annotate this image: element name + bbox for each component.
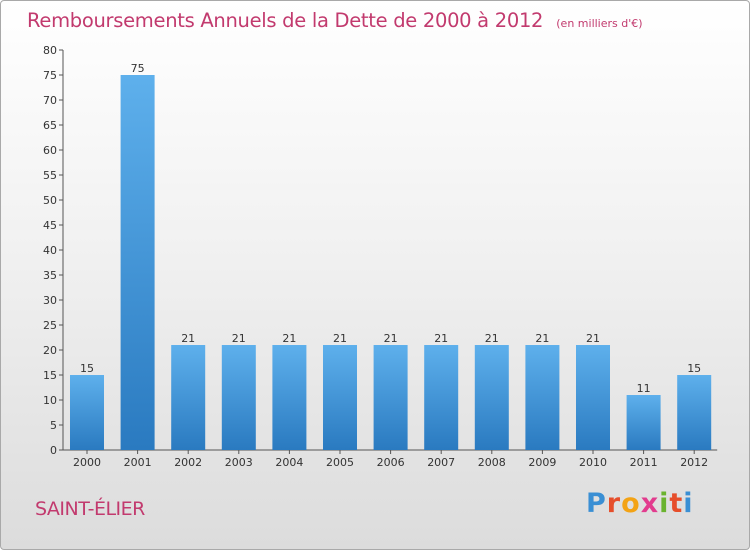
data-label: 21: [282, 332, 296, 345]
logo-letter: t: [669, 488, 684, 519]
data-label: 21: [586, 332, 600, 345]
bar: [171, 345, 206, 450]
y-tick-label: 60: [43, 144, 57, 157]
data-label: 21: [333, 332, 347, 345]
y-tick-label: 10: [43, 394, 57, 407]
data-label: 11: [637, 382, 651, 395]
chart-title: Remboursements Annuels de la Dette de 20…: [27, 9, 544, 32]
y-tick-label: 35: [43, 269, 57, 282]
y-tick-label: 75: [43, 69, 57, 82]
bar: [373, 345, 408, 450]
x-tick-label: 2007: [427, 456, 455, 469]
labels: 2000 15 2001 75 2002 21 2003 21 2004 21 2005 21 2006…: [73, 62, 708, 469]
title-block: Remboursements Annuels de la Dette de 20…: [27, 9, 643, 32]
data-label: 21: [181, 332, 195, 345]
data-label: 21: [485, 332, 499, 345]
place-name: SAINT-ÉLIER: [35, 498, 145, 520]
bar: [424, 345, 459, 450]
x-tick-label: 2010: [579, 456, 607, 469]
logo-letter: i: [683, 488, 694, 519]
y-tick-label: 15: [43, 369, 57, 382]
y-tick-label: 25: [43, 319, 57, 332]
x-tick-label: 2011: [630, 456, 658, 469]
y-tick-label: 50: [43, 194, 57, 207]
data-label: 21: [232, 332, 246, 345]
bar: [272, 345, 307, 450]
brand-logo[interactable]: Proxiti: [586, 488, 694, 519]
data-label: 75: [131, 62, 145, 75]
data-label: 21: [535, 332, 549, 345]
logo-letter: x: [640, 488, 660, 519]
y-tick-label: 55: [43, 169, 57, 182]
y-tick-label: 20: [43, 344, 57, 357]
x-tick-label: 2006: [377, 456, 405, 469]
x-tick-label: 2000: [73, 456, 101, 469]
y-tick-label: 70: [43, 94, 57, 107]
bars: [70, 75, 712, 450]
chart-subtitle: (en milliers d'€): [556, 17, 643, 30]
logo-letter: i: [659, 488, 670, 519]
bar: [525, 345, 560, 450]
bar: [221, 345, 256, 450]
y-tick-label: 80: [43, 44, 57, 57]
x-tick-label: 2003: [225, 456, 253, 469]
y-tick-label: 45: [43, 219, 57, 232]
data-label: 21: [434, 332, 448, 345]
data-label: 15: [687, 362, 701, 375]
x-tick-label: 2005: [326, 456, 354, 469]
x-tick-label: 2009: [528, 456, 556, 469]
x-tick-label: 2004: [275, 456, 303, 469]
x-tick-label: 2008: [478, 456, 506, 469]
x-tick-label: 2012: [680, 456, 708, 469]
bar: [677, 375, 712, 450]
y-tick-label: 5: [50, 419, 57, 432]
bar: [626, 395, 661, 450]
data-label: 21: [384, 332, 398, 345]
logo-letter: o: [621, 488, 641, 519]
y-tick-label: 40: [43, 244, 57, 257]
data-label: 15: [80, 362, 94, 375]
logo-letter: r: [606, 488, 622, 519]
bar: [120, 75, 155, 450]
x-tick-label: 2002: [174, 456, 202, 469]
bar: [474, 345, 509, 450]
y-tick-label: 0: [50, 444, 57, 457]
bar: [323, 345, 357, 450]
y-tick-label: 30: [43, 294, 57, 307]
bar: [70, 375, 104, 450]
logo-letter: P: [586, 488, 607, 519]
x-tick-label: 2001: [124, 456, 152, 469]
y-tick-label: 65: [43, 119, 57, 132]
bar: [576, 345, 610, 450]
